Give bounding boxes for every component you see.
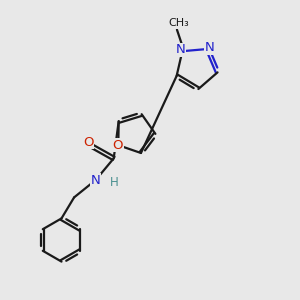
Text: N: N (176, 43, 186, 56)
Text: H: H (110, 176, 119, 189)
Text: N: N (205, 41, 215, 54)
Text: O: O (112, 139, 123, 152)
Text: CH₃: CH₃ (168, 18, 189, 28)
Text: O: O (83, 136, 94, 149)
Text: N: N (91, 173, 100, 187)
